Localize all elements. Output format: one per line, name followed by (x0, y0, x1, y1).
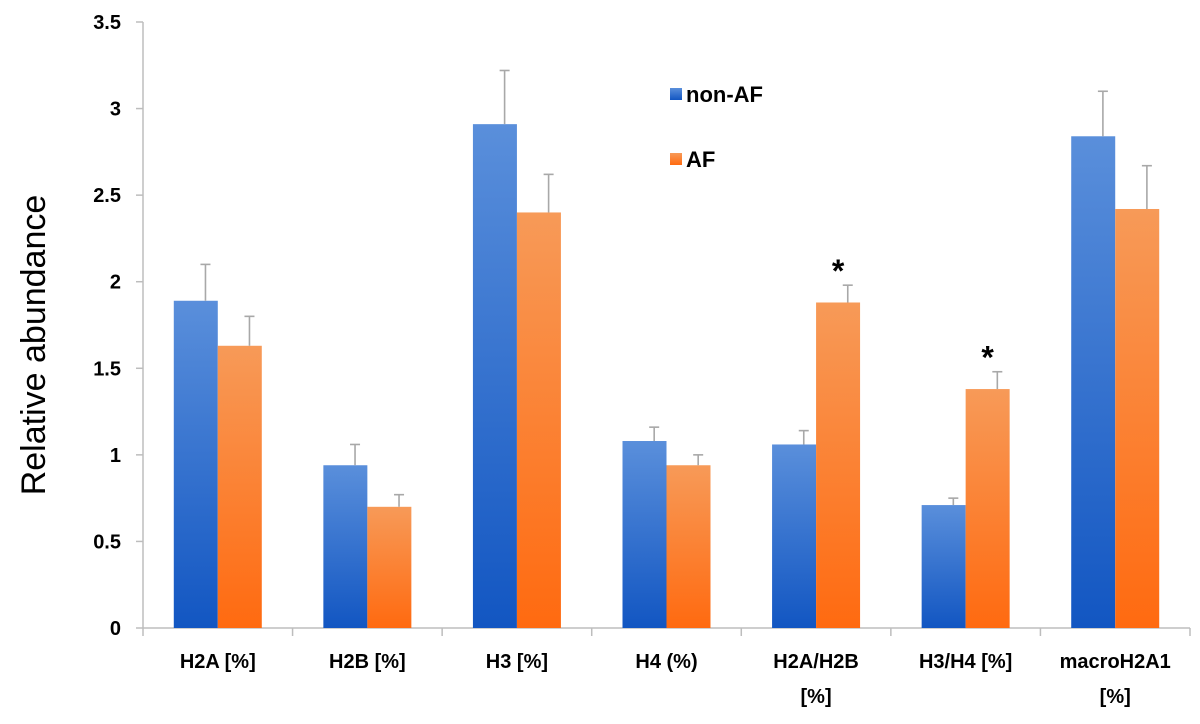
bar-af (965, 389, 1010, 628)
bar-af (1115, 208, 1160, 628)
x-tick-label: [%] (801, 686, 832, 708)
legend: non-AF AF (670, 82, 763, 172)
labels: 0 0.5 1 1.5 2 2.5 3 3.5 H2A [%] H2B [%] H3 [%] H4 (… (93, 12, 1171, 708)
x-tick-label: H3/H4 [%] (919, 651, 1012, 673)
y-axis-label: Relative abundance (15, 195, 53, 496)
bar-non-af (622, 441, 667, 628)
bar-af (666, 465, 711, 628)
x-tick-label: [%] (1100, 686, 1131, 708)
x-tick-label: H2A [%] (180, 651, 256, 673)
bar-non-af (1071, 136, 1116, 628)
bar-af (217, 345, 262, 628)
legend-label-non-af: non-AF (686, 82, 763, 107)
bar-non-af (173, 300, 218, 628)
y-tick-label: 3.5 (93, 12, 121, 34)
legend-label-af: AF (686, 147, 715, 172)
bar-af (516, 212, 561, 628)
bar-non-af (772, 444, 817, 628)
x-tick-label: macroH2A1 (1060, 651, 1171, 673)
y-tick-label: 1.5 (93, 358, 121, 380)
bar-af (816, 302, 861, 628)
x-tick-label: H3 [%] (486, 651, 548, 673)
legend-swatch-af (670, 153, 682, 165)
y-tick-label: 3 (110, 99, 121, 121)
axes (136, 21, 1191, 636)
legend-swatch-non-af (670, 88, 682, 100)
y-tick-label: 0 (110, 618, 121, 640)
bar-non-af (472, 124, 517, 628)
x-tick-label: H2A/H2B (773, 651, 859, 673)
bars (173, 69, 1160, 628)
significance-marker: * (981, 340, 994, 376)
significance-marker: * (832, 253, 845, 289)
y-tick-label: 2 (110, 272, 121, 294)
x-tick-label: H2B [%] (329, 651, 406, 673)
y-tick-label: 0.5 (93, 531, 121, 553)
bar-non-af (921, 505, 966, 628)
y-tick-label: 1 (110, 445, 121, 467)
bar-af (367, 506, 412, 628)
x-tick-label: H4 (%) (635, 651, 697, 673)
y-tick-label: 2.5 (93, 185, 121, 207)
bar-non-af (323, 465, 368, 628)
